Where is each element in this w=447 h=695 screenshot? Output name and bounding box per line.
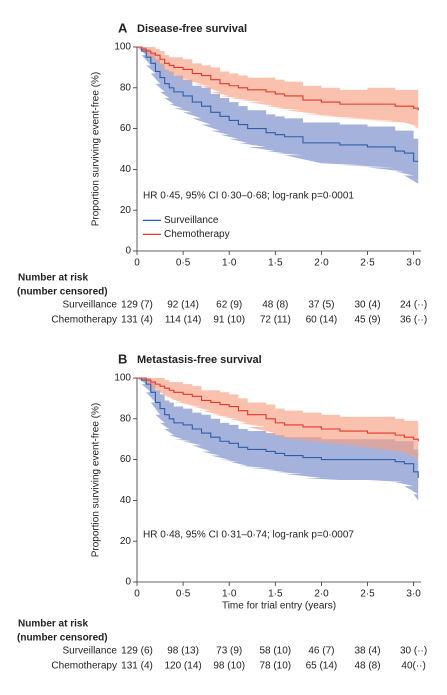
risk-cell: 46 (7) bbox=[308, 646, 334, 657]
ci-band bbox=[137, 378, 419, 460]
risk-cell: 131 (4) bbox=[121, 315, 153, 326]
x-tick-label: 2·0 bbox=[314, 258, 329, 269]
x-tick-label: 1·0 bbox=[222, 589, 237, 600]
x-tick-label: 0·5 bbox=[176, 258, 191, 269]
panel-letter: B bbox=[118, 351, 127, 366]
x-tick-label: 3·0 bbox=[406, 258, 421, 269]
y-tick-label: 40 bbox=[120, 495, 132, 506]
y-tick-label: 60 bbox=[120, 454, 132, 465]
risk-cell: 24 (··) bbox=[400, 300, 427, 311]
risk-table-title: Number at risk bbox=[18, 273, 88, 284]
risk-cell: 78 (10) bbox=[259, 661, 291, 672]
ci-band bbox=[137, 47, 419, 129]
x-tick-label: 1·5 bbox=[268, 258, 283, 269]
survival-curve bbox=[137, 46, 419, 111]
y-axis-label: Proportion surviving event-free (%) bbox=[91, 403, 102, 558]
risk-row-label: Surveillance bbox=[63, 300, 118, 311]
risk-cell: 48 (8) bbox=[354, 661, 380, 672]
risk-cell: 72 (11) bbox=[260, 315, 291, 326]
risk-cell: 129 (6) bbox=[121, 646, 153, 657]
risk-cell: 131 (4) bbox=[121, 661, 153, 672]
risk-cell: 37 (5) bbox=[308, 300, 334, 311]
x-tick-label: 1·0 bbox=[222, 258, 237, 269]
annotation: HR 0·48, 95% CI 0·31–0·74; log-rank p=0·… bbox=[143, 530, 354, 541]
x-tick-label: 2·5 bbox=[360, 258, 375, 269]
ci-band bbox=[137, 47, 419, 184]
legend-label: Surveillance bbox=[164, 215, 219, 226]
risk-row-label: Chemotherapy bbox=[51, 661, 117, 672]
chart-title: Disease-free survival bbox=[137, 23, 247, 35]
risk-cell: 65 (14) bbox=[306, 661, 338, 672]
survival-curve bbox=[137, 377, 419, 478]
legend-label: Chemotherapy bbox=[164, 229, 230, 240]
y-tick-label: 20 bbox=[120, 205, 132, 216]
risk-table-title: (number censored) bbox=[17, 633, 108, 644]
x-axis-label: Time for trial entry (years) bbox=[222, 601, 336, 612]
annotation: HR 0·45, 95% CI 0·30–0·68; log-rank p=0·… bbox=[143, 191, 354, 202]
risk-cell: 120 (14) bbox=[164, 661, 201, 672]
x-tick-label: 1·5 bbox=[268, 589, 283, 600]
y-axis-label: Proportion surviving event-free (%) bbox=[91, 72, 102, 227]
y-tick-label: 60 bbox=[120, 123, 132, 134]
ci-band bbox=[137, 378, 419, 501]
risk-cell: 30 (4) bbox=[354, 300, 380, 311]
risk-cell: 36 (··) bbox=[400, 315, 427, 326]
chart-title: Metastasis-free survival bbox=[137, 354, 262, 366]
risk-cell: 45 (9) bbox=[354, 315, 380, 326]
y-tick-label: 80 bbox=[120, 413, 132, 424]
risk-cell: 98 (13) bbox=[167, 646, 199, 657]
x-tick-label: 2·5 bbox=[360, 589, 375, 600]
y-tick-label: 40 bbox=[120, 164, 132, 175]
risk-row-label: Chemotherapy bbox=[51, 315, 117, 326]
risk-cell: 92 (14) bbox=[167, 300, 199, 311]
x-tick-label: 0·5 bbox=[176, 589, 191, 600]
risk-cell: 91 (10) bbox=[213, 315, 245, 326]
survival-curve bbox=[137, 377, 419, 442]
y-tick-label: 100 bbox=[114, 42, 131, 53]
y-tick-label: 0 bbox=[125, 577, 131, 588]
x-tick-label: 0 bbox=[134, 258, 140, 269]
x-tick-label: 0 bbox=[134, 589, 140, 600]
risk-table-title: Number at risk bbox=[18, 619, 88, 630]
risk-cell: 62 (9) bbox=[216, 300, 242, 311]
risk-cell: 114 (14) bbox=[165, 315, 202, 326]
x-tick-label: 2·0 bbox=[314, 589, 329, 600]
panel-letter: A bbox=[118, 20, 128, 35]
risk-cell: 73 (9) bbox=[216, 646, 242, 657]
risk-cell: 40(··) bbox=[401, 661, 425, 672]
y-tick-label: 20 bbox=[120, 536, 132, 547]
risk-row-label: Surveillance bbox=[63, 646, 118, 657]
x-tick-label: 3·0 bbox=[406, 589, 421, 600]
y-tick-label: 100 bbox=[114, 373, 131, 384]
risk-table-title: (number censored) bbox=[17, 287, 108, 298]
risk-cell: 38 (4) bbox=[354, 646, 380, 657]
survival-curve bbox=[137, 46, 419, 162]
risk-cell: 60 (14) bbox=[306, 315, 338, 326]
risk-cell: 58 (10) bbox=[259, 646, 291, 657]
risk-cell: 98 (10) bbox=[213, 661, 245, 672]
y-tick-label: 80 bbox=[120, 82, 132, 93]
risk-cell: 30 (··) bbox=[400, 646, 427, 657]
risk-cell: 48 (8) bbox=[262, 300, 288, 311]
risk-cell: 129 (7) bbox=[121, 300, 153, 311]
y-tick-label: 0 bbox=[125, 246, 131, 257]
